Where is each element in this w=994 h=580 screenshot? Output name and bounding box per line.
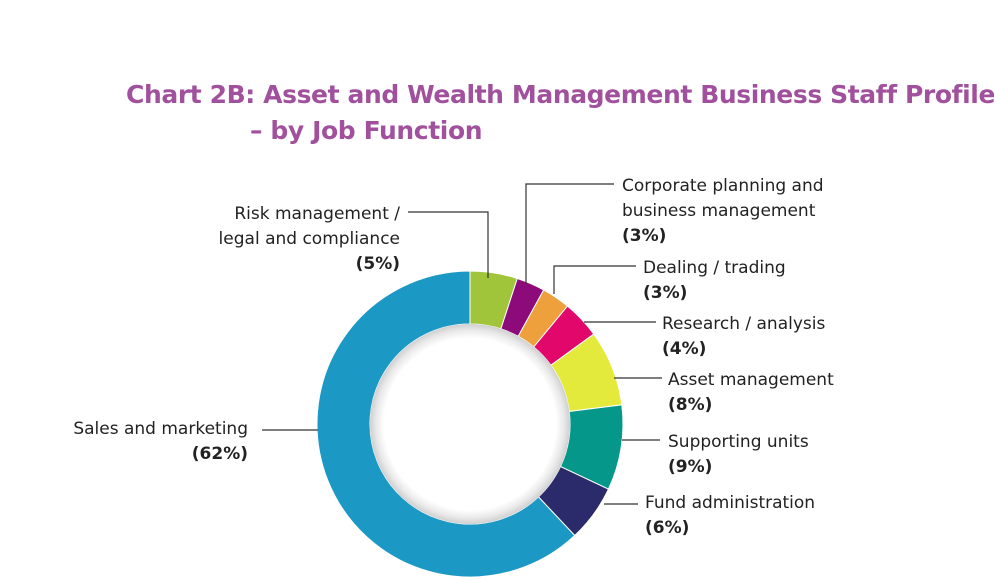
slice-label: business management (622, 201, 816, 221)
slice-label: Risk management / (234, 204, 400, 224)
slice-label: legal and compliance (219, 229, 400, 249)
chart-title-line-1: Chart 2B: Asset and Wealth Management Bu… (126, 80, 994, 109)
donut-hole (370, 324, 570, 524)
slice-percent-label: (5%) (356, 254, 400, 274)
slice-percent-label: (3%) (643, 283, 687, 303)
slice-label: Asset management (668, 370, 834, 390)
slice-percent-label: (8%) (668, 395, 712, 415)
leader-line (553, 265, 636, 294)
slice-percent-label: (6%) (645, 518, 689, 538)
chart-title-line-2: – by Job Function (250, 116, 483, 145)
leader-line (408, 211, 489, 278)
slice-label: Corporate planning and (622, 176, 824, 196)
slice-label: Fund administration (645, 493, 815, 513)
slice-percent-label: (4%) (662, 339, 706, 359)
slice-label: Sales and marketing (73, 419, 248, 439)
slice-percent-label: (3%) (622, 226, 666, 246)
leader-line (525, 183, 614, 284)
slice-percent-label: (62%) (192, 444, 248, 464)
slice-label: Research / analysis (662, 314, 825, 334)
slice-percent-label: (9%) (668, 457, 712, 477)
slice-label: Dealing / trading (643, 258, 786, 278)
slice-label: Supporting units (668, 432, 809, 452)
